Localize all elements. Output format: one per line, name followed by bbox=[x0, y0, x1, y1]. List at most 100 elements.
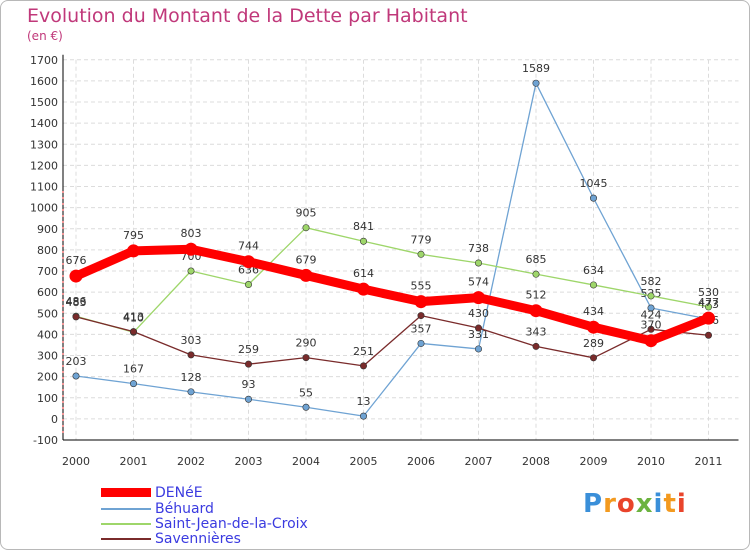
y-tick-label: 600 bbox=[37, 286, 58, 299]
data-label-2: 410 bbox=[123, 311, 144, 324]
data-point-3 bbox=[417, 312, 425, 320]
data-point-2 bbox=[704, 303, 712, 311]
x-tick-label: 2001 bbox=[120, 455, 148, 468]
data-point-3 bbox=[647, 325, 655, 333]
legend-item-behuard: Béhuard bbox=[101, 501, 214, 517]
data-point-3 bbox=[187, 351, 195, 359]
data-label-0: 512 bbox=[526, 289, 547, 302]
legend-item-saint-jean: Saint-Jean-de-la-Croix bbox=[101, 515, 308, 532]
x-tick-label: 2005 bbox=[350, 455, 378, 468]
y-tick-label: 1100 bbox=[30, 181, 58, 194]
data-point-3 bbox=[474, 324, 482, 332]
data-label-3: 483 bbox=[66, 296, 87, 309]
legend-item-savennieres: Savennières bbox=[101, 530, 241, 547]
data-point-2 bbox=[187, 267, 195, 275]
x-tick-label: 2008 bbox=[522, 455, 550, 468]
data-label-0: 614 bbox=[353, 267, 374, 280]
data-point-2 bbox=[647, 292, 655, 300]
data-label-3: 343 bbox=[526, 325, 547, 338]
data-label-0: 370 bbox=[641, 319, 662, 332]
x-tick-label: 2009 bbox=[580, 455, 608, 468]
data-label-1: 128 bbox=[181, 371, 202, 384]
data-label-0: 795 bbox=[123, 229, 144, 242]
data-label-1: 1589 bbox=[522, 62, 550, 75]
data-point-0 bbox=[644, 334, 658, 348]
data-point-0 bbox=[472, 291, 485, 305]
data-label-2: 486 bbox=[66, 295, 87, 308]
data-point-0 bbox=[184, 242, 198, 256]
data-label-3: 259 bbox=[238, 343, 259, 356]
data-label-3: 430 bbox=[468, 307, 489, 320]
legend-swatch-behuard bbox=[101, 507, 151, 510]
data-label-2: 738 bbox=[468, 242, 489, 255]
data-point-1 bbox=[187, 388, 195, 396]
data-point-3 bbox=[704, 331, 712, 339]
data-label-1: 203 bbox=[66, 355, 87, 368]
series-line-0 bbox=[71, 244, 713, 346]
data-point-3 bbox=[359, 362, 367, 370]
data-label-2: 634 bbox=[583, 264, 604, 277]
data-label-2: 685 bbox=[526, 253, 547, 266]
data-point-2 bbox=[589, 281, 597, 289]
data-point-1 bbox=[589, 194, 597, 202]
y-tick-label: 1500 bbox=[30, 96, 58, 109]
data-label-1: 331 bbox=[468, 328, 489, 341]
x-tick-label: 2007 bbox=[465, 455, 493, 468]
data-point-2 bbox=[532, 270, 540, 278]
legend-label-savennieres: Savennières bbox=[155, 530, 241, 547]
y-tick-label: 1600 bbox=[30, 75, 58, 88]
data-point-3 bbox=[72, 313, 80, 321]
chart-title: Evolution du Montant de la Dette par Hab… bbox=[27, 5, 468, 27]
data-label-2: 779 bbox=[411, 233, 432, 246]
data-point-1 bbox=[532, 79, 540, 87]
data-point-1 bbox=[245, 395, 253, 403]
proxiti-logo: Proxiti bbox=[583, 489, 687, 519]
y-tick-label: 800 bbox=[37, 244, 58, 257]
x-tick-label: 2010 bbox=[637, 455, 665, 468]
data-label-2: 841 bbox=[353, 220, 374, 233]
data-label-2: 582 bbox=[641, 275, 662, 288]
data-label-3: 251 bbox=[353, 345, 374, 358]
data-label-2: 530 bbox=[698, 286, 719, 299]
y-tick-label: 1400 bbox=[30, 117, 58, 130]
data-point-0 bbox=[702, 311, 715, 325]
x-tick-label: 2000 bbox=[62, 455, 90, 468]
data-point-2 bbox=[245, 281, 253, 289]
data-point-1 bbox=[130, 380, 138, 388]
data-point-0 bbox=[69, 269, 83, 283]
data-label-3: 413 bbox=[123, 311, 144, 324]
data-point-3 bbox=[302, 354, 310, 362]
data-point-1 bbox=[647, 304, 655, 312]
data-point-3 bbox=[589, 354, 597, 362]
data-point-1 bbox=[72, 372, 80, 380]
data-label-1: 93 bbox=[242, 378, 256, 391]
data-point-1 bbox=[359, 412, 367, 420]
x-tick-label: 2003 bbox=[235, 455, 263, 468]
series-line-2 bbox=[75, 227, 710, 333]
data-point-2 bbox=[359, 237, 367, 245]
data-label-1: 55 bbox=[299, 386, 313, 399]
y-tick-label: 700 bbox=[37, 265, 58, 278]
data-label-1: 357 bbox=[411, 322, 432, 335]
data-point-3 bbox=[130, 328, 138, 336]
legend-label-denee: DENéE bbox=[155, 484, 203, 501]
y-tick-label: 1000 bbox=[30, 202, 58, 215]
x-tick-label: 2002 bbox=[177, 455, 205, 468]
y-tick-label: 900 bbox=[37, 223, 58, 236]
y-tick-label: 1300 bbox=[30, 138, 58, 151]
legend-swatch-saint-jean bbox=[101, 522, 151, 525]
data-point-1 bbox=[417, 339, 425, 347]
legend-swatch-denee bbox=[101, 488, 151, 497]
data-label-0: 574 bbox=[468, 276, 489, 289]
y-tick-label: 100 bbox=[37, 392, 58, 405]
legend-label-saint-jean: Saint-Jean-de-la-Croix bbox=[155, 515, 308, 532]
data-point-0 bbox=[299, 268, 313, 282]
x-tick-label: 2006 bbox=[407, 455, 435, 468]
data-point-0 bbox=[127, 244, 140, 258]
series-line-3 bbox=[75, 314, 710, 367]
data-label-1: 13 bbox=[357, 395, 371, 408]
series-line-1 bbox=[75, 82, 710, 417]
data-point-0 bbox=[414, 295, 428, 309]
data-label-0: 744 bbox=[238, 240, 259, 253]
